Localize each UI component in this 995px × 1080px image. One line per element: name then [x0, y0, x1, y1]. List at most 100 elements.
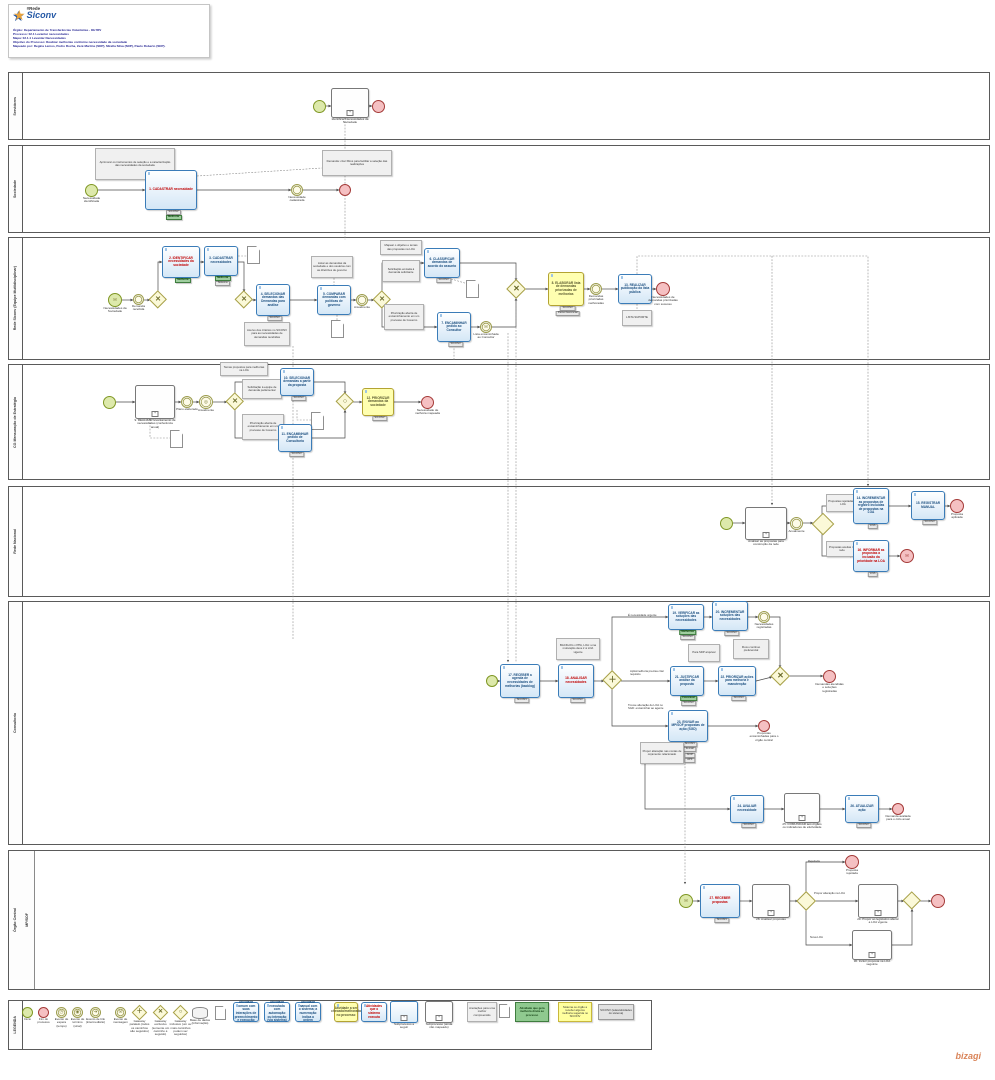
intermediate-event[interactable]: Demandas priorizadas melhoradas: [588, 283, 604, 304]
task[interactable]: 10. SELECIONAR demandas a partir da prop…: [280, 368, 314, 401]
task[interactable]: 3. CADASTRAR necessidades Melhoria Sistema: [204, 246, 238, 287]
end-event[interactable]: Proposta rejeitada: [845, 855, 859, 875]
document-shape[interactable]: Relatório de prioridades: [170, 430, 183, 448]
message-intermediate-event[interactable]: ✉ Lista encaminhada ao Consultor: [473, 321, 499, 339]
task[interactable]: 17. RECEBER a agenda de necessidades de …: [500, 664, 540, 703]
task-tags: Melhorias SICONV: [678, 629, 697, 641]
start-event[interactable]: [313, 100, 326, 113]
task[interactable]: 26. ATUALIZAR ação SICONV: [845, 795, 879, 828]
shape-label: 30. Incluir proposta na LOA seguinte: [853, 959, 891, 967]
task-title: 17. RECEBER a agenda de necessidades de …: [504, 672, 536, 688]
subprocess[interactable]: +25. COMUNICAR aos órgãos os indicadores…: [782, 793, 822, 829]
annotation: BACKLOG x PPA, LOA: uma motivação deve i…: [556, 638, 600, 660]
system-tag: LOA: [867, 523, 878, 529]
system-tag: SICONV: [288, 451, 305, 457]
intermediate-event[interactable]: Necessidades registradas: [755, 611, 773, 629]
task[interactable]: 22. PRIORIZAR ações para melhoria e manu…: [718, 666, 756, 701]
shape-label: Início: [23, 1017, 32, 1021]
task[interactable]: 16. INFORMAR as propostas a inclusão da …: [853, 540, 889, 577]
end-event[interactable]: Necessidades de demandas priorizadas com…: [648, 282, 678, 305]
end-event[interactable]: Propostas encaminhadas para o órgão cent…: [750, 720, 778, 741]
task[interactable]: 15. REGISTRAR MANUAL SICONV: [911, 491, 945, 525]
task[interactable]: 20. INCREMENTAR soluções das necessidade…: [712, 601, 748, 636]
task-title: 19. VERIFICAR as soluções das necessidad…: [672, 610, 700, 622]
gateway-blank[interactable]: [796, 891, 817, 912]
multiple-event[interactable]: ◎ Anualmente: [198, 395, 214, 412]
subprocess[interactable]: + Analisar as propostas para construção d…: [745, 507, 787, 546]
document-shape[interactable]: Demandas das entidades finalísticas: [247, 246, 260, 264]
task-tags: SICONV: [731, 695, 747, 701]
task-tags: Favorável SICONV: [679, 695, 698, 707]
message-end-event[interactable]: ✉: [900, 549, 914, 563]
gateway-inclusive[interactable]: ○: [335, 392, 355, 412]
start-event[interactable]: [486, 675, 498, 687]
end-event[interactable]: Proposta aplicada: [950, 499, 964, 519]
end-event[interactable]: Necessidade de melhoria mapeada: [415, 396, 440, 415]
system-tag: SICONV: [436, 277, 452, 283]
task[interactable]: 11. ENCAMINHAR pedido de Consultoria SICO…: [278, 424, 312, 457]
start-event[interactable]: [103, 396, 116, 409]
start-event[interactable]: [720, 517, 733, 530]
end-event[interactable]: [339, 184, 351, 196]
subprocess[interactable]: +28. Analisar propostas: [752, 884, 790, 921]
end-event: Fim do processo: [37, 1007, 50, 1024]
task[interactable]: 5. COMPARAR demandas com políticas de go…: [317, 285, 351, 315]
task[interactable]: 4. SELECIONAR demandas das Demandas para…: [256, 284, 290, 321]
subprocess[interactable]: +29. Propor ao legislativo alterar a LOA…: [857, 884, 899, 924]
task[interactable]: 18. ANALISAR necessidades SICONV: [558, 664, 594, 703]
task[interactable]: 2. IDENTIFICAR necessidades da sociedade…: [162, 246, 200, 283]
end-event[interactable]: [931, 894, 945, 908]
task[interactable]: 6. CLASSIFICAR demandas de acordo do ass…: [424, 248, 460, 283]
subprocess[interactable]: +30. Incluir proposta na LOA seguinte: [852, 930, 892, 966]
message-start-event[interactable]: ✉ Necessidades da Sociedade: [103, 293, 127, 313]
task[interactable]: 1. CADASTRAR necessidade SICONV Melhoria: [145, 170, 197, 221]
end-event[interactable]: Demandas atendidas e soluções registrada…: [815, 670, 844, 692]
document-shape[interactable]: Relatório de prioridades: [331, 320, 344, 338]
task[interactable]: 7. ENCAMINHAR pedido ao Consultor SICONV: [437, 312, 471, 347]
message-start-event[interactable]: ✉: [679, 894, 693, 908]
task[interactable]: 21. JUSTIFICAR análise da proposta Favorá…: [670, 666, 704, 707]
system-tag: SICONV: [680, 701, 697, 707]
shape-label: 9. REALIZAR levantamento de necessidades…: [134, 418, 176, 429]
shape-label: Fim do processo: [37, 1017, 50, 1025]
end-event[interactable]: [372, 100, 385, 113]
intermediate-event[interactable]: Plano elaborado: [176, 396, 198, 411]
gateway-blank[interactable]: [902, 891, 922, 911]
end-event[interactable]: Demanda avaliada para o ciclo anual: [885, 803, 911, 821]
intermediate-event[interactable]: Anualmente: [354, 294, 370, 309]
subprocess[interactable]: +9. REALIZAR levantamento de necessidade…: [134, 385, 176, 428]
subprocess[interactable]: + Identificar Necessidades da Sociedade: [331, 88, 369, 124]
task[interactable]: 14. INCREMENTAR as propostas de registro…: [853, 488, 889, 529]
gateway-exclusive[interactable]: ✕: [770, 666, 791, 687]
shape-label: Evento de link (intermediário): [85, 1017, 106, 1025]
document-shape[interactable]: Caderno de emendas: [311, 412, 324, 430]
shape-label: Base de dados (informação): [190, 1018, 211, 1026]
task[interactable]: 23. ENVIAR ao MP/SOF propostas de ação (…: [668, 710, 708, 764]
document-shape[interactable]: Backlog de emendas: [466, 280, 479, 298]
gateway-symbol-icon: ✕: [155, 296, 161, 304]
gateway-exclusive[interactable]: ✕: [234, 290, 254, 310]
gateway-parallel[interactable]: ＋: [602, 670, 623, 691]
task[interactable]: 27. RECEBER propostas SICONV: [700, 884, 740, 923]
task[interactable]: 19. VERIFICAR as soluções das necessidad…: [668, 604, 704, 641]
task[interactable]: 12. PRIORIZAR demandas da sociedade SICON…: [362, 388, 394, 421]
intermediate-event[interactable]: Necessidade cadastrada: [288, 184, 306, 202]
gateway-exclusive[interactable]: ✕: [225, 392, 245, 412]
shape-label: 29. Propor ao legislativo alterar a LOA …: [857, 917, 899, 925]
intermediate-event[interactable]: Anualmente: [788, 517, 805, 533]
annotation: Listar as demandas da sociedade e dos us…: [311, 256, 353, 278]
shape-label: Necessidade de melhoria mapeada: [415, 408, 440, 416]
task[interactable]: 8. ELABORAR lista de demandas priorizada…: [548, 272, 584, 317]
gateway-blank[interactable]: [811, 512, 834, 535]
subprocess: + Subprocesso a seguir: [390, 1001, 418, 1029]
start-event[interactable]: Necessidade identificada: [83, 184, 100, 203]
task[interactable]: 24. AVALIAR necessidade SICONV: [730, 795, 764, 828]
task-tags: SICONV: [855, 822, 872, 828]
gateway-exclusive[interactable]: ✕: [148, 290, 168, 310]
gateway-exclusive[interactable]: ✕: [506, 279, 527, 300]
gateway-exclusive[interactable]: ✕: [372, 290, 392, 310]
header-orgao: Órgão: Departamento de Transferências Vo…: [13, 28, 102, 32]
subprocess-plus-icon: +: [767, 909, 775, 916]
intermediate-event[interactable]: Demanda recebida: [132, 294, 145, 311]
